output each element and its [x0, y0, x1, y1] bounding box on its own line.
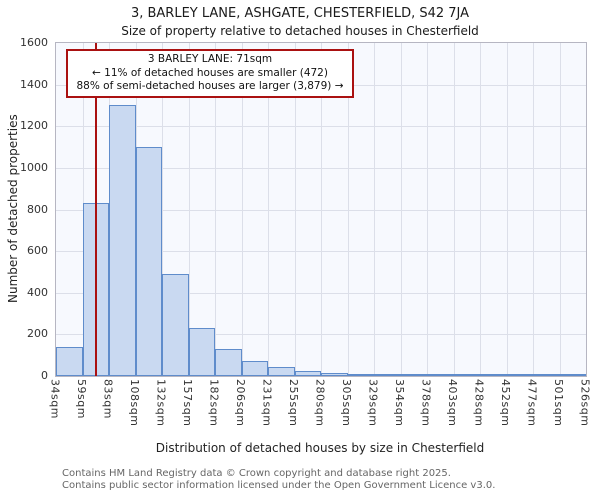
x-tick-label: 305sqm: [340, 379, 353, 427]
x-tick-label: 206sqm: [234, 379, 247, 427]
gridline-vertical: [241, 43, 243, 376]
gridline-vertical: [268, 43, 269, 376]
x-tick-label: 280sqm: [313, 379, 327, 427]
gridline-vertical: [559, 43, 561, 376]
histogram-bar: [294, 370, 321, 376]
gridline-vertical: [480, 43, 481, 376]
x-tick-label: 329sqm: [366, 379, 380, 427]
y-tick-label: 800: [27, 202, 48, 216]
gridline-vertical: [188, 43, 190, 376]
histogram-bar: [347, 373, 374, 376]
y-tick-label: 1200: [20, 119, 48, 133]
gridline-vertical: [374, 43, 375, 376]
histogram-bar: [533, 374, 560, 376]
histogram-bar: [506, 374, 533, 376]
x-tick-label: 59sqm: [75, 379, 88, 419]
histogram-bar: [268, 366, 295, 376]
gridline-vertical: [453, 43, 455, 376]
x-tick-label: 526sqm: [578, 379, 592, 427]
histogram-bar: [188, 328, 215, 376]
chart-subtitle: Size of property relative to detached ho…: [121, 24, 479, 38]
annotation-line-3: 88% of semi-detached houses are larger (…: [76, 80, 344, 93]
histogram-bar: [374, 374, 401, 376]
histogram-bar: [453, 374, 480, 376]
histogram-bar: [427, 374, 454, 376]
x-tick-label: 132sqm: [154, 379, 168, 427]
histogram-bar: [135, 147, 162, 376]
x-tick-label: 231sqm: [260, 379, 274, 427]
gridline-vertical: [427, 43, 428, 376]
annotation-line-2: ← 11% of detached houses are smaller (47…: [92, 66, 328, 79]
gridline-vertical: [321, 43, 322, 376]
gridline-vertical: [533, 43, 534, 376]
gridline-vertical: [347, 43, 349, 376]
histogram-bar: [559, 374, 586, 376]
histogram-bar: [480, 374, 507, 376]
histogram-bar: [241, 361, 268, 376]
y-tick-label: 600: [27, 244, 48, 258]
x-tick-label: 354sqm: [393, 379, 406, 427]
footer-attribution-2: Contains public sector information licen…: [62, 480, 496, 491]
x-tick-label: 182sqm: [207, 379, 221, 427]
gridline-vertical: [400, 43, 402, 376]
x-tick-label: 403sqm: [446, 379, 459, 427]
x-tick-label: 34sqm: [48, 379, 62, 419]
y-tick-label: 1000: [20, 160, 48, 174]
property-size-marker-line: [94, 43, 97, 376]
annotation-line-1: 3 BARLEY LANE: 71sqm: [147, 53, 273, 65]
gridline-vertical: [506, 43, 508, 376]
y-tick-label: 1400: [20, 77, 48, 91]
histogram-bar: [109, 105, 136, 376]
x-axis-label: Distribution of detached houses by size …: [155, 441, 485, 455]
y-tick-label: 1600: [20, 36, 48, 49]
x-tick-label: 255sqm: [287, 379, 300, 427]
chart-title: 3, BARLEY LANE, ASHGATE, CHESTERFIELD, S…: [130, 6, 470, 21]
histogram-bar: [162, 274, 189, 376]
y-tick-label: 400: [27, 285, 48, 299]
gridline-vertical: [294, 43, 296, 376]
gridline-vertical: [162, 43, 163, 376]
x-tick-label: 378sqm: [419, 379, 433, 427]
x-tick-label: 157sqm: [181, 379, 194, 427]
x-tick-label: 477sqm: [525, 379, 539, 427]
annotation-box: 3 BARLEY LANE: 71sqm ← 11% of detached h…: [66, 49, 354, 98]
footer-attribution-1: Contains HM Land Registry data © Crown c…: [62, 468, 451, 479]
y-tick-label: 0: [41, 369, 48, 382]
x-tick-label: 501sqm: [552, 379, 565, 427]
y-tick-label: 200: [27, 327, 48, 341]
x-tick-label: 428sqm: [472, 379, 486, 427]
gridline-vertical: [215, 43, 216, 376]
histogram-bar: [56, 346, 83, 376]
histogram-bar: [215, 348, 242, 376]
x-tick-label: 452sqm: [499, 379, 512, 427]
histogram-bar: [400, 374, 427, 376]
x-tick-label: 108sqm: [128, 379, 141, 427]
x-tick-label: 83sqm: [101, 379, 115, 419]
histogram-bar: [321, 372, 348, 376]
